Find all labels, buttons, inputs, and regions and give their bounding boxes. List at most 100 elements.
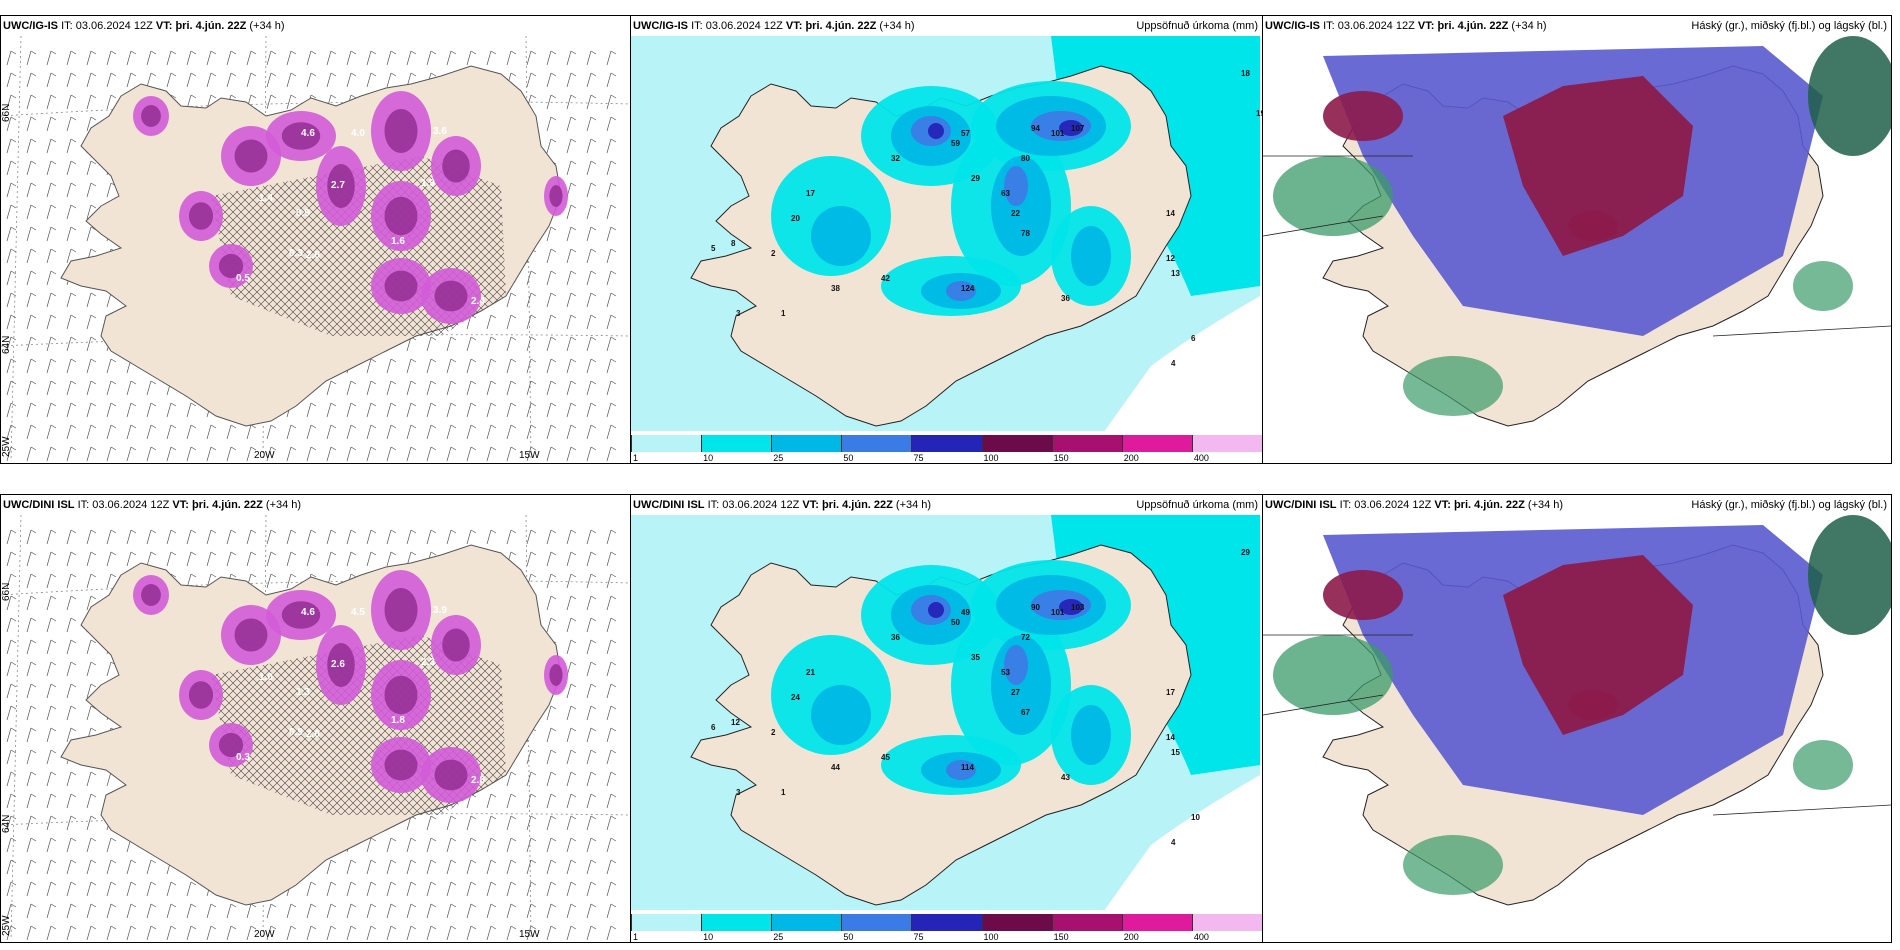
- wind-barb: [446, 859, 457, 875]
- colorbar-segment: [631, 435, 703, 452]
- wind-barb: [346, 551, 357, 567]
- wind-barb: [86, 336, 97, 352]
- precip-value: 20: [791, 214, 800, 223]
- precip-value: 10: [1191, 813, 1200, 822]
- wind-barb: [586, 204, 597, 220]
- wind-barb: [566, 402, 577, 418]
- wind-barb: [606, 617, 617, 633]
- wind-barb: [566, 925, 577, 940]
- it-value: 03.06.2024 12Z: [705, 20, 783, 32]
- lead-time: (+34 h): [895, 499, 932, 511]
- wind-barb: [106, 551, 117, 567]
- wind-barb: [246, 446, 257, 461]
- wind-barb: [66, 727, 77, 743]
- wind-barb: [566, 270, 577, 286]
- precip-map: 1031141019072675350494544433635272421171…: [631, 515, 1260, 910]
- wind-barb: [546, 793, 557, 809]
- wind-map: 3.6 2.7 2.4 2.0 1.9 1.6 0.9 0.3 4.6 4.0 1.4 0.5 66N 6…: [1, 36, 630, 461]
- wind-barb: [566, 116, 577, 132]
- mid-cloud: [1808, 36, 1891, 156]
- wind-barb: [166, 72, 177, 88]
- precip-value: 50: [951, 618, 960, 627]
- precip-value: 57: [961, 129, 970, 138]
- wind-barb: [546, 859, 557, 875]
- wind-barb: [366, 925, 377, 940]
- wind-barb: [6, 705, 17, 721]
- wind-barb: [6, 226, 17, 242]
- wind-barb: [566, 446, 577, 461]
- wind-barb: [66, 94, 77, 110]
- wind-barb: [566, 683, 577, 699]
- wind-barb: [366, 50, 377, 66]
- it-value: 03.06.2024 12Z: [75, 20, 153, 32]
- wind-barb: [46, 793, 57, 809]
- wind-barb: [546, 881, 557, 897]
- wind-barb: [46, 402, 57, 418]
- wind-barb: [546, 358, 557, 374]
- wind-barb: [326, 424, 337, 440]
- colorbar-segment: [911, 914, 983, 931]
- wind-barb: [66, 595, 77, 611]
- wind-barb: [606, 50, 617, 66]
- wind-barb: [326, 881, 337, 897]
- mid-cloud: [1793, 740, 1853, 790]
- colorbar-segment: [1051, 914, 1123, 931]
- wind-barb: [506, 771, 517, 787]
- wind-barb: [6, 595, 17, 611]
- wind-barb: [586, 226, 597, 242]
- wind-barb: [446, 815, 457, 831]
- wind-barb: [26, 94, 37, 110]
- precip-value: 4: [1171, 838, 1176, 847]
- wind-barb: [566, 424, 577, 440]
- wind-barb: [406, 529, 417, 545]
- wind-barb: [466, 336, 477, 352]
- wind-barb: [386, 529, 397, 545]
- graticule-lon-25: [10, 36, 22, 461]
- wind-barb: [26, 292, 37, 308]
- wind-barb: [46, 595, 57, 611]
- high-cloud: [1503, 555, 1693, 735]
- wind-barb: [326, 50, 337, 66]
- precip-value: 32: [891, 154, 900, 163]
- wind-barb: [46, 859, 57, 875]
- colorbar-tick: 200: [1123, 453, 1139, 463]
- wind-barb: [66, 248, 77, 264]
- precip-value: 6: [1191, 334, 1196, 343]
- wind-barb: [146, 903, 157, 919]
- wind-barb: [566, 380, 577, 396]
- colorbar-segment: [1191, 435, 1262, 452]
- wind-barb: [266, 551, 277, 567]
- wind-barb: [46, 380, 57, 396]
- wind-barb: [186, 402, 197, 418]
- wind-barb: [486, 446, 497, 461]
- vt-value: þri. 4.jún. 22Z: [191, 499, 263, 511]
- wind-barb: [126, 72, 137, 88]
- wind-barb: [586, 639, 597, 655]
- wind-barb: [586, 424, 597, 440]
- wind-barb: [586, 749, 597, 765]
- wind-barb: [426, 815, 437, 831]
- wind-barb: [426, 903, 437, 919]
- wind-barb: [326, 72, 337, 88]
- wind-barb: [166, 903, 177, 919]
- wind-barb: [546, 50, 557, 66]
- wind-value: 2.4: [471, 296, 485, 307]
- wind-barb: [506, 815, 517, 831]
- wind-barb: [146, 402, 157, 418]
- wind-barb: [406, 50, 417, 66]
- wind-barb: [86, 160, 97, 176]
- mid-cloud: [1273, 156, 1393, 236]
- high-cloud: [1323, 570, 1403, 620]
- wind-barb: [6, 292, 17, 308]
- model-name: UWC/DINI ISL: [1265, 499, 1337, 511]
- precip-value: 27: [1011, 688, 1020, 697]
- wind-barb: [46, 204, 57, 220]
- wind-barb: [46, 639, 57, 655]
- cloud-map: [1263, 515, 1891, 906]
- wind-barb: [26, 661, 37, 677]
- wind-barb: [566, 248, 577, 264]
- wind-barb: [86, 314, 97, 330]
- wind-barb: [66, 182, 77, 198]
- wind-barb: [6, 661, 17, 677]
- model-name: UWC/DINI ISL: [3, 499, 75, 511]
